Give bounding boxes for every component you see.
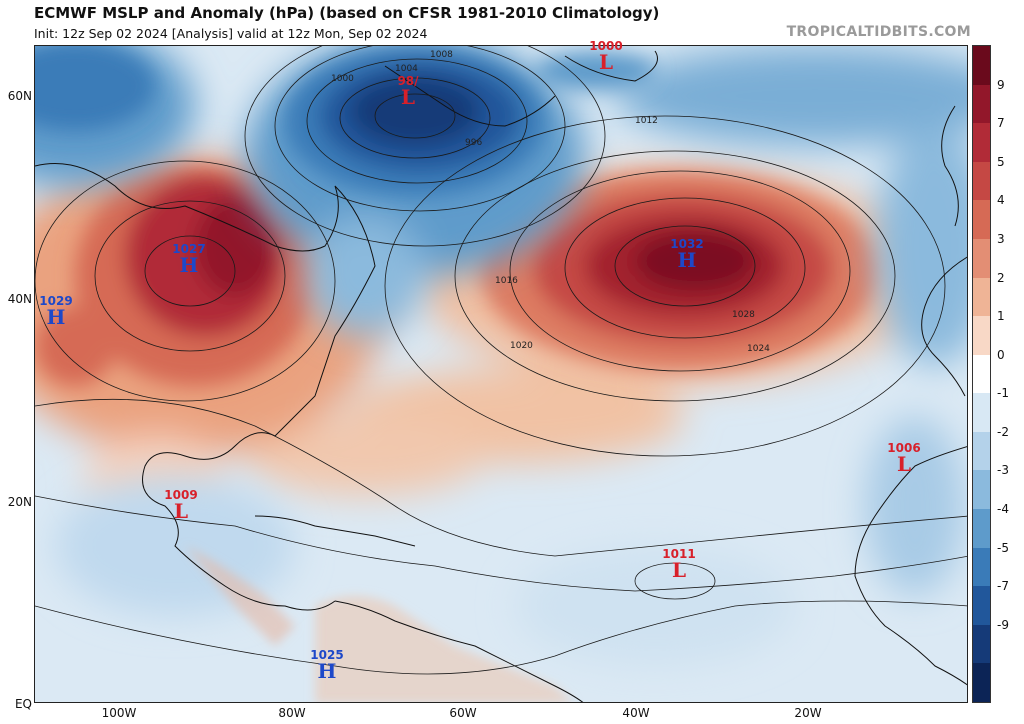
colorbar-segment bbox=[973, 470, 990, 510]
low-pressure-center: 1006 L bbox=[887, 442, 920, 474]
low-pressure-value: 1000 bbox=[589, 39, 623, 53]
colorbar-label: 5 bbox=[997, 154, 1005, 169]
colorbar-label: -7 bbox=[997, 579, 1009, 594]
high-pressure-value: 1029 bbox=[39, 294, 73, 308]
colorbar-segment bbox=[973, 123, 990, 163]
colorbar-segment bbox=[973, 316, 990, 356]
colorbar-label: -5 bbox=[997, 540, 1009, 555]
colorbar-label: 7 bbox=[997, 116, 1005, 131]
colorbar-segment bbox=[973, 238, 990, 279]
lon-label: 60W bbox=[449, 706, 477, 720]
colorbar-label: -2 bbox=[997, 424, 1009, 439]
high-pressure-value: 1025 bbox=[310, 648, 344, 662]
isobar-label: 1008 bbox=[430, 50, 453, 60]
map-subtitle: Init: 12z Sep 02 2024 [Analysis] valid a… bbox=[34, 26, 428, 41]
high-pressure-center: 1029 H bbox=[39, 295, 72, 327]
colorbar bbox=[972, 45, 991, 703]
lat-label: 40N bbox=[7, 292, 32, 306]
low-pressure-value: 1009 bbox=[164, 488, 198, 502]
watermark: TROPICALTIDBITS.COM bbox=[786, 24, 971, 40]
map-canvas bbox=[35, 46, 967, 702]
colorbar-segment bbox=[973, 547, 990, 587]
colorbar-label: 2 bbox=[997, 270, 1005, 285]
high-pressure-center: 1032 H bbox=[670, 238, 703, 270]
high-pressure-value: 1032 bbox=[670, 237, 704, 251]
high-pressure-letter: H bbox=[677, 248, 697, 272]
lat-label: EQ bbox=[14, 697, 32, 711]
coastlines bbox=[35, 50, 967, 702]
colorbar-segment bbox=[973, 277, 990, 317]
low-pressure-value: 98/ bbox=[397, 74, 419, 88]
low-pressure-center: 1011 L bbox=[662, 548, 695, 580]
map-title: ECMWF MSLP and Anomaly (hPa) (based on C… bbox=[34, 4, 660, 22]
colorbar-segment bbox=[973, 431, 990, 471]
isobar-label: 1024 bbox=[747, 344, 770, 354]
colorbar-segment bbox=[973, 509, 990, 549]
isobar-label: 1020 bbox=[510, 341, 533, 351]
colorbar-label: -4 bbox=[997, 502, 1009, 517]
lat-label: 20N bbox=[7, 495, 32, 509]
colorbar-label: -1 bbox=[997, 386, 1009, 401]
colorbar-label: -9 bbox=[997, 617, 1009, 632]
isobars bbox=[35, 46, 967, 675]
colorbar-segment bbox=[973, 46, 990, 86]
low-pressure-letter: L bbox=[173, 499, 189, 523]
mslp-anomaly-map: 1008 1004 1000 996 1012 1016 1020 1024 1… bbox=[34, 45, 968, 703]
high-pressure-value: 1027 bbox=[172, 242, 206, 256]
lon-label: 100W bbox=[101, 706, 137, 720]
high-pressure-center: 1025 H bbox=[310, 649, 343, 681]
isobar-label: 1004 bbox=[395, 64, 418, 74]
low-pressure-center: 98/ L bbox=[397, 75, 418, 107]
low-pressure-letter: L bbox=[671, 558, 687, 582]
colorbar-segment bbox=[973, 84, 990, 124]
low-pressure-letter: L bbox=[598, 50, 614, 74]
terrain-tint bbox=[185, 546, 573, 702]
low-pressure-value: 1006 bbox=[887, 441, 921, 455]
colorbar-segment bbox=[973, 586, 990, 626]
lon-label: 20W bbox=[794, 706, 822, 720]
low-pressure-letter: L bbox=[896, 452, 912, 476]
colorbar-label: 4 bbox=[997, 193, 1005, 208]
lon-label: 40W bbox=[622, 706, 650, 720]
isobar-label: 1000 bbox=[331, 74, 354, 84]
colorbar-label: 9 bbox=[997, 77, 1005, 92]
low-pressure-value: 1011 bbox=[662, 547, 696, 561]
high-pressure-letter: H bbox=[317, 659, 337, 683]
low-pressure-center: 1009 L bbox=[164, 489, 197, 521]
colorbar-segment bbox=[973, 624, 990, 664]
colorbar-label: 1 bbox=[997, 309, 1005, 324]
colorbar-segment bbox=[973, 200, 990, 240]
isobar-label: 996 bbox=[465, 138, 483, 148]
colorbar-label: 0 bbox=[997, 347, 1005, 362]
colorbar-segment bbox=[973, 354, 990, 394]
lat-label: 60N bbox=[7, 89, 32, 103]
lon-label: 80W bbox=[278, 706, 306, 720]
high-pressure-letter: H bbox=[46, 305, 66, 329]
isobar-label: 1016 bbox=[495, 276, 518, 286]
colorbar-label: 3 bbox=[997, 231, 1005, 246]
isobar-label: 1012 bbox=[635, 116, 658, 126]
isobar-label: 1028 bbox=[732, 310, 755, 320]
colorbar-segment bbox=[973, 663, 990, 703]
low-pressure-center: 1000 L bbox=[589, 40, 622, 72]
colorbar-segment bbox=[973, 393, 990, 433]
high-pressure-letter: H bbox=[179, 253, 199, 277]
low-pressure-letter: L bbox=[400, 85, 416, 109]
strong-positive-anomaly bbox=[35, 166, 880, 386]
colorbar-segment bbox=[973, 161, 990, 201]
high-pressure-center: 1027 H bbox=[172, 243, 205, 275]
colorbar-label: -3 bbox=[997, 463, 1009, 478]
